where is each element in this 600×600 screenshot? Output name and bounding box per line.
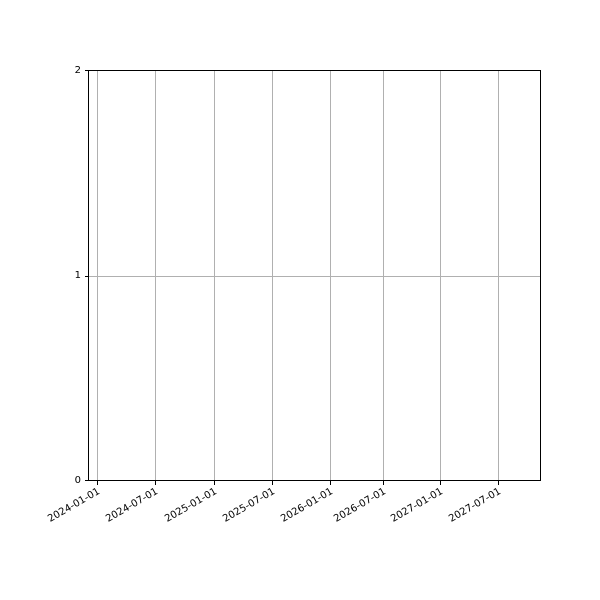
y-axis-tick-label: 0 [74,475,81,486]
gridline-vertical [272,70,273,481]
x-axis-tick-label: 2025-01-01 [163,486,219,525]
gridline-vertical [383,70,384,481]
axis-spine-left [88,70,90,481]
x-axis-tick [97,481,99,485]
gridline-vertical [330,70,331,481]
gridline-horizontal [88,276,541,277]
plot-area[interactable]: 2024-01-01 2024-07-01 2025-01-01 2025-07… [46,66,541,525]
y-axis-tick [84,480,88,482]
gridline-vertical [155,70,156,481]
axis-spine-right [539,70,541,481]
x-axis-tick-label: 2026-07-01 [332,486,388,525]
x-axis-tick [440,481,442,485]
gridline-vertical [498,70,499,481]
y-axis-tick [84,70,88,72]
x-axis-tick [155,481,157,485]
x-axis-tick-label: 2025-07-01 [221,486,277,525]
gridline-vertical [214,70,215,481]
x-axis-tick-label: 2024-01-01 [46,486,102,525]
x-axis-tick-label: 2024-07-01 [104,486,160,525]
y-axis-tick-label: 1 [74,270,81,281]
x-axis-tick [383,481,385,485]
x-axis-tick-label: 2027-01-01 [389,486,445,525]
y-axis-tick-label: 2 [74,65,81,76]
axis-spine-bottom [88,479,541,481]
x-axis-tick [272,481,274,485]
y-axis-tick [84,276,88,278]
gridline-vertical [440,70,441,481]
gridline-vertical [97,70,98,481]
x-axis-tick [330,481,332,485]
axis-spine-top [88,70,541,72]
x-axis-tick [214,481,216,485]
x-axis-tick [498,481,500,485]
x-axis-tick-label: 2026-01-01 [279,486,335,525]
x-axis-tick-label: 2027-07-01 [447,486,503,525]
